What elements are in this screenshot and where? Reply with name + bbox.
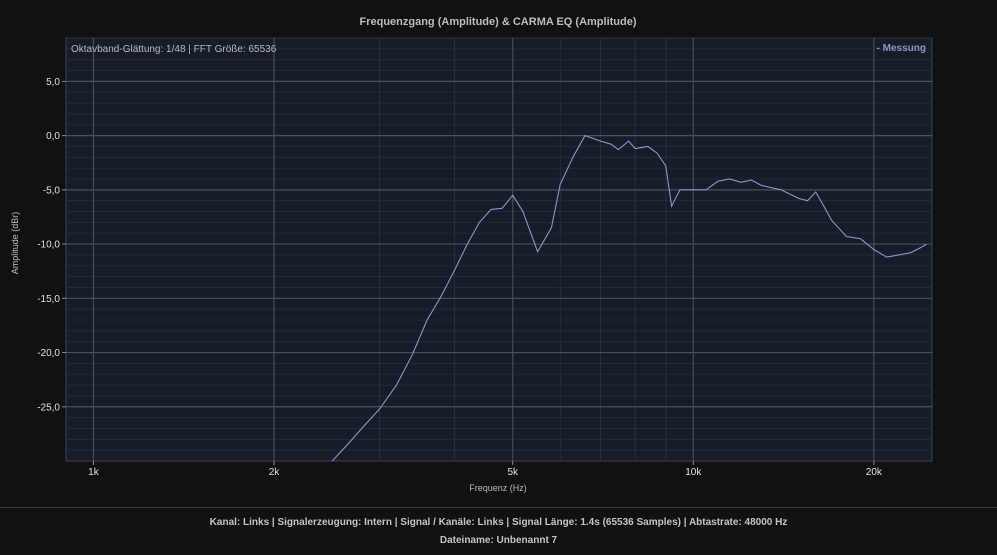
series-line-messung <box>331 134 927 462</box>
plot-area <box>65 37 933 462</box>
y-tick-label: -10,0 <box>37 240 60 251</box>
x-tick-label: 5k <box>507 467 519 478</box>
y-axis-ticks: 5,0 0,0 -5,0 -10,0 -15,0 -20,0 -25,0 <box>37 77 66 413</box>
y-tick-label: -25,0 <box>37 402 60 413</box>
signal-status-text: Kanal: Links | Signalerzeugung: Intern |… <box>209 517 788 528</box>
x-axis-label: Frequenz (Hz) <box>469 483 527 493</box>
y-axis-label: Amplitude (dBr) <box>10 212 20 275</box>
y-tick-label: 5,0 <box>46 77 60 88</box>
x-tick-label: 2k <box>269 467 281 478</box>
minor-grid <box>66 37 932 461</box>
y-tick-label: -20,0 <box>37 348 60 359</box>
x-axis-ticks: 1k 2k 5k 10k 20k <box>88 461 883 478</box>
y-tick-label: -5,0 <box>43 185 61 196</box>
x-tick-label: 20k <box>866 467 883 478</box>
y-tick-label: -15,0 <box>37 294 60 305</box>
frequency-response-chart: Frequenzgang (Amplitude) & CARMA EQ (Amp… <box>10 16 933 493</box>
x-tick-label: 10k <box>685 467 702 478</box>
y-tick-label: 0,0 <box>46 131 60 142</box>
chart-title: Frequenzgang (Amplitude) & CARMA EQ (Amp… <box>359 16 636 28</box>
legend-entry-messung: - Messung <box>877 43 926 54</box>
smoothing-info: Oktavband-Glättung: 1/48 | FFT Größe: 65… <box>71 44 277 55</box>
filename-text: Dateiname: Unbenannt 7 <box>439 535 558 546</box>
status-footer: Kanal: Links | Signalerzeugung: Intern |… <box>0 507 997 555</box>
x-tick-label: 1k <box>88 467 100 478</box>
